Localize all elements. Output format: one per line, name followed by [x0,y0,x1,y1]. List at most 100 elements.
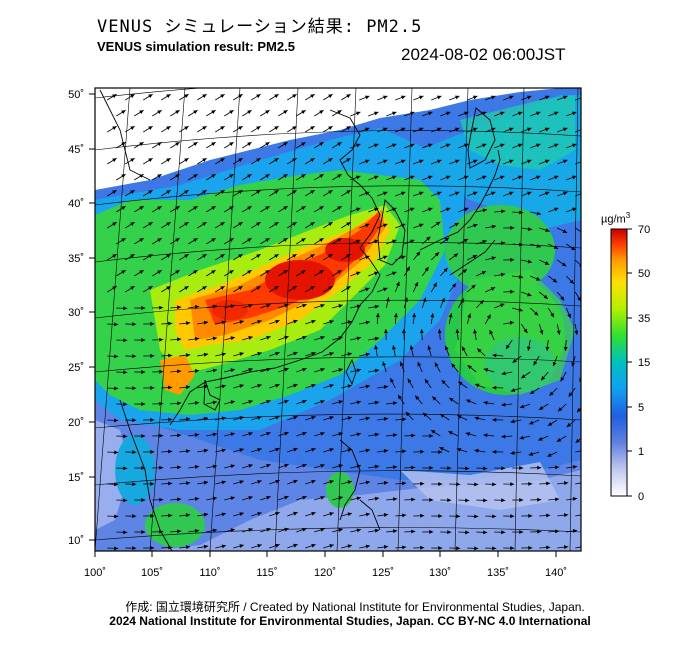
wind-arrow-head [501,498,506,503]
wind-arrow [575,129,581,133]
wind-arrow-head [283,142,288,147]
wind-arrow-head [591,497,595,501]
wind-arrow-head [518,274,524,279]
lat-label: 15˚ [68,472,84,484]
wind-arrow-head [527,95,532,100]
wind-arrow-head [428,143,433,148]
wind-arrow-head [114,322,119,327]
wind-arrow-head [419,127,424,132]
wind-arrow-head [247,206,252,211]
wind-arrow-head [230,528,235,533]
wind-arrow-head [428,175,433,180]
wind-arrow [575,161,581,165]
wind-arrow-head [383,223,388,228]
wind-arrow-head [581,96,585,100]
wind-arrow-head [301,270,306,275]
wind-arrow-head [521,374,526,379]
wind-arrow-head [338,432,343,437]
wind-arrow-head [455,95,460,100]
wind-arrow-head [446,143,451,148]
wind-arrow-head [383,416,389,421]
wind-arrow-head [247,110,252,115]
wind-arrow-head [545,346,550,351]
wind-arrow-head [486,314,491,319]
wind-arrow-head [238,94,243,99]
wind-arrow-head [293,511,298,516]
wind-arrow-head [220,158,225,163]
wind-arrow-head [393,313,398,318]
wind-arrow-head [211,110,216,115]
wind-arrow-head [483,466,488,471]
wind-arrow-head [401,223,406,228]
wind-arrow-head [420,545,425,550]
wind-arrow-head [247,270,252,275]
lon-label: 100˚ [84,567,106,579]
wind-arrow-head [563,159,568,164]
wind-arrow-head [266,495,271,500]
wind-arrow-head [411,465,416,470]
wind-arrow-head [550,312,555,318]
wind-arrow-head [320,463,325,468]
wind-arrow-head [301,174,306,179]
wind-arrow-head [407,378,412,383]
wind-arrow-head [455,191,460,196]
wind-arrow-head [166,126,171,131]
wind-arrow-head [383,480,389,485]
wind-arrow-head [123,402,128,407]
wind-arrow-head [266,399,271,404]
wind-arrow-head [455,127,460,132]
wind-arrow-head [365,416,371,421]
wind-arrow-head [574,330,579,335]
wind-arrow-head [230,368,235,373]
wind-arrow-head [533,360,538,366]
wind-arrow-head [194,432,200,437]
wind-arrow-head [347,320,352,325]
wind-arrow-head [257,511,262,516]
wind-arrow-head [177,497,182,502]
wind-arrow-head [132,482,137,487]
wind-arrow-head [501,402,506,407]
wind-arrow-head [501,466,506,471]
wind-arrow-head [402,545,407,550]
wind-arrow-head [527,292,532,297]
wind-arrow-head [402,449,407,454]
wind-arrow-head [568,392,573,397]
wind-arrow-head [185,481,191,486]
wind-arrow-head [356,239,361,244]
wind-arrow-head [301,238,306,243]
wind-arrow-head [220,254,225,259]
lat-label: 45˚ [68,144,84,156]
wind-arrow-head [482,208,487,213]
lon-label: 130˚ [429,567,451,579]
wind-arrow-head [211,206,216,211]
wind-arrow [575,227,581,233]
wind-arrow-head [391,345,396,350]
wind-arrow-head [132,546,137,551]
wind-arrow-head [175,142,180,147]
wind-arrow-head [528,545,533,550]
wind-arrow-head [177,401,182,406]
wind-arrow-head [338,304,343,309]
wind-arrow-head [432,396,437,401]
wind-arrow-head [587,280,591,284]
wind-arrow-head [202,286,207,291]
wind-arrow-head [437,127,442,132]
lon-label: 105˚ [141,567,163,579]
wind-arrow-head [406,266,410,271]
wind-arrow-head [492,449,497,454]
wind-arrow-head [329,320,334,324]
wind-arrow-head [194,336,200,341]
wind-arrow-head [555,529,560,534]
wind-arrow-head [577,296,581,302]
wind-arrow-head [430,313,435,318]
wind-arrow-head [248,528,253,532]
wind-arrow-head [474,416,479,421]
wind-arrow-head [446,175,451,180]
wind-arrow-head [365,255,370,260]
wind-arrow-head [473,159,478,164]
wind-arrow-head [157,142,162,147]
wind-arrow-head [230,464,235,469]
wind-arrow-head [230,432,235,437]
wind-arrow-head [492,482,497,487]
wind-arrow-head [506,344,510,350]
